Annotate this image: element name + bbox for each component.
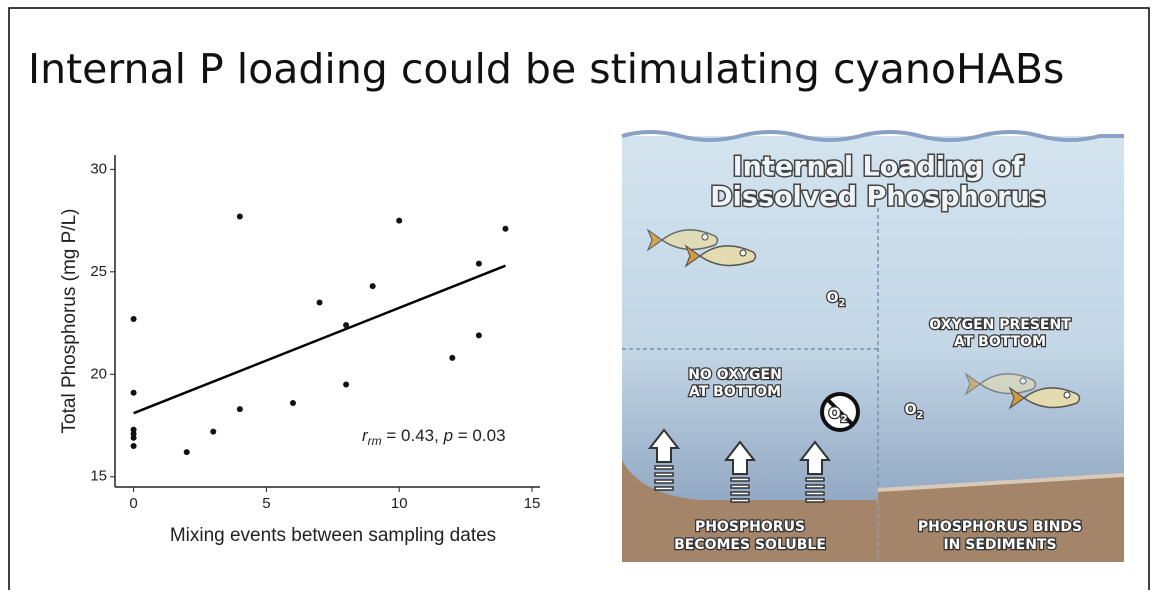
- point: [475, 332, 482, 339]
- annotation-part: r: [362, 426, 369, 445]
- point: [236, 213, 243, 220]
- point: [343, 322, 350, 329]
- point: [130, 389, 137, 396]
- point: [502, 225, 509, 232]
- point: [130, 434, 137, 441]
- x-tick-label: 0: [129, 495, 137, 512]
- point: [475, 260, 482, 267]
- x-tick-label: 15: [524, 495, 541, 512]
- annotation: rrm = 0.43, p = 0.03: [362, 426, 506, 448]
- oxygen-subscript: 2: [838, 298, 845, 309]
- label: PHOSPHORUS: [695, 519, 805, 535]
- x-tick-label: 10: [391, 495, 408, 512]
- label: BECOMES SOLUBLE: [674, 537, 826, 553]
- y-axis-label: Total Phosphorus (mg P/L): [59, 209, 80, 434]
- trend-line: [133, 264, 506, 415]
- slide-frame: [8, 7, 1150, 594]
- y-tick-label: 25: [90, 263, 107, 280]
- oxygen-element: O: [827, 290, 839, 306]
- diagram-heading: Internal Loading of: [733, 152, 1024, 183]
- point: [369, 283, 376, 290]
- y-tick-label: 20: [90, 365, 107, 382]
- oxygen-subscript: 2: [840, 414, 847, 425]
- diagram: Internal Loading of Dissolved Phosphorus…: [621, 130, 1125, 562]
- no-oxygen-slash: [826, 398, 854, 426]
- annotation-part: = 0.03: [453, 426, 505, 445]
- point: [210, 428, 217, 435]
- oxygen-label: O2: [905, 402, 924, 421]
- chart: Mixing events between sampling dates Tot…: [59, 155, 540, 546]
- oxygen-subscript: 2: [916, 410, 923, 421]
- point: [130, 315, 137, 322]
- point: [289, 399, 296, 406]
- oxygen-element: O: [829, 406, 841, 422]
- oxygen-label: O2: [829, 406, 848, 425]
- oxygen-element: O: [905, 402, 917, 418]
- sediment-edge: [877, 473, 1125, 492]
- point: [449, 354, 456, 361]
- point: [130, 443, 137, 450]
- x-tick-label: 5: [262, 495, 270, 512]
- diagram-heading: Dissolved Phosphorus: [710, 182, 1046, 213]
- label: AT BOTTOM: [954, 334, 1046, 350]
- y-tick-label: 15: [90, 468, 107, 485]
- y-tick-label: 30: [90, 160, 107, 177]
- annotation-part: rm: [368, 434, 382, 448]
- water-surface: [621, 130, 1124, 142]
- annotation-part: = 0.43,: [382, 426, 444, 445]
- annotation-part: p: [443, 426, 453, 445]
- oxygen-label: O2: [827, 290, 846, 309]
- point: [130, 426, 137, 433]
- point: [396, 217, 403, 224]
- point: [236, 406, 243, 413]
- sediment: [622, 460, 1124, 562]
- label: PHOSPHORUS BINDS: [918, 519, 1082, 535]
- label: NO OXYGEN: [688, 367, 782, 383]
- x-axis-label: Mixing events between sampling dates: [170, 525, 496, 546]
- point: [183, 449, 190, 456]
- point: [130, 430, 137, 437]
- point: [316, 299, 323, 306]
- slide-title: Internal P loading could be stimulating …: [28, 45, 1064, 93]
- point: [343, 381, 350, 388]
- label: IN SEDIMENTS: [943, 537, 1056, 553]
- label: OXYGEN PRESENT: [929, 317, 1071, 333]
- label: AT BOTTOM: [689, 384, 781, 400]
